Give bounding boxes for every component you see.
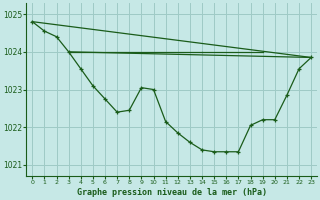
X-axis label: Graphe pression niveau de la mer (hPa): Graphe pression niveau de la mer (hPa)	[77, 188, 267, 197]
